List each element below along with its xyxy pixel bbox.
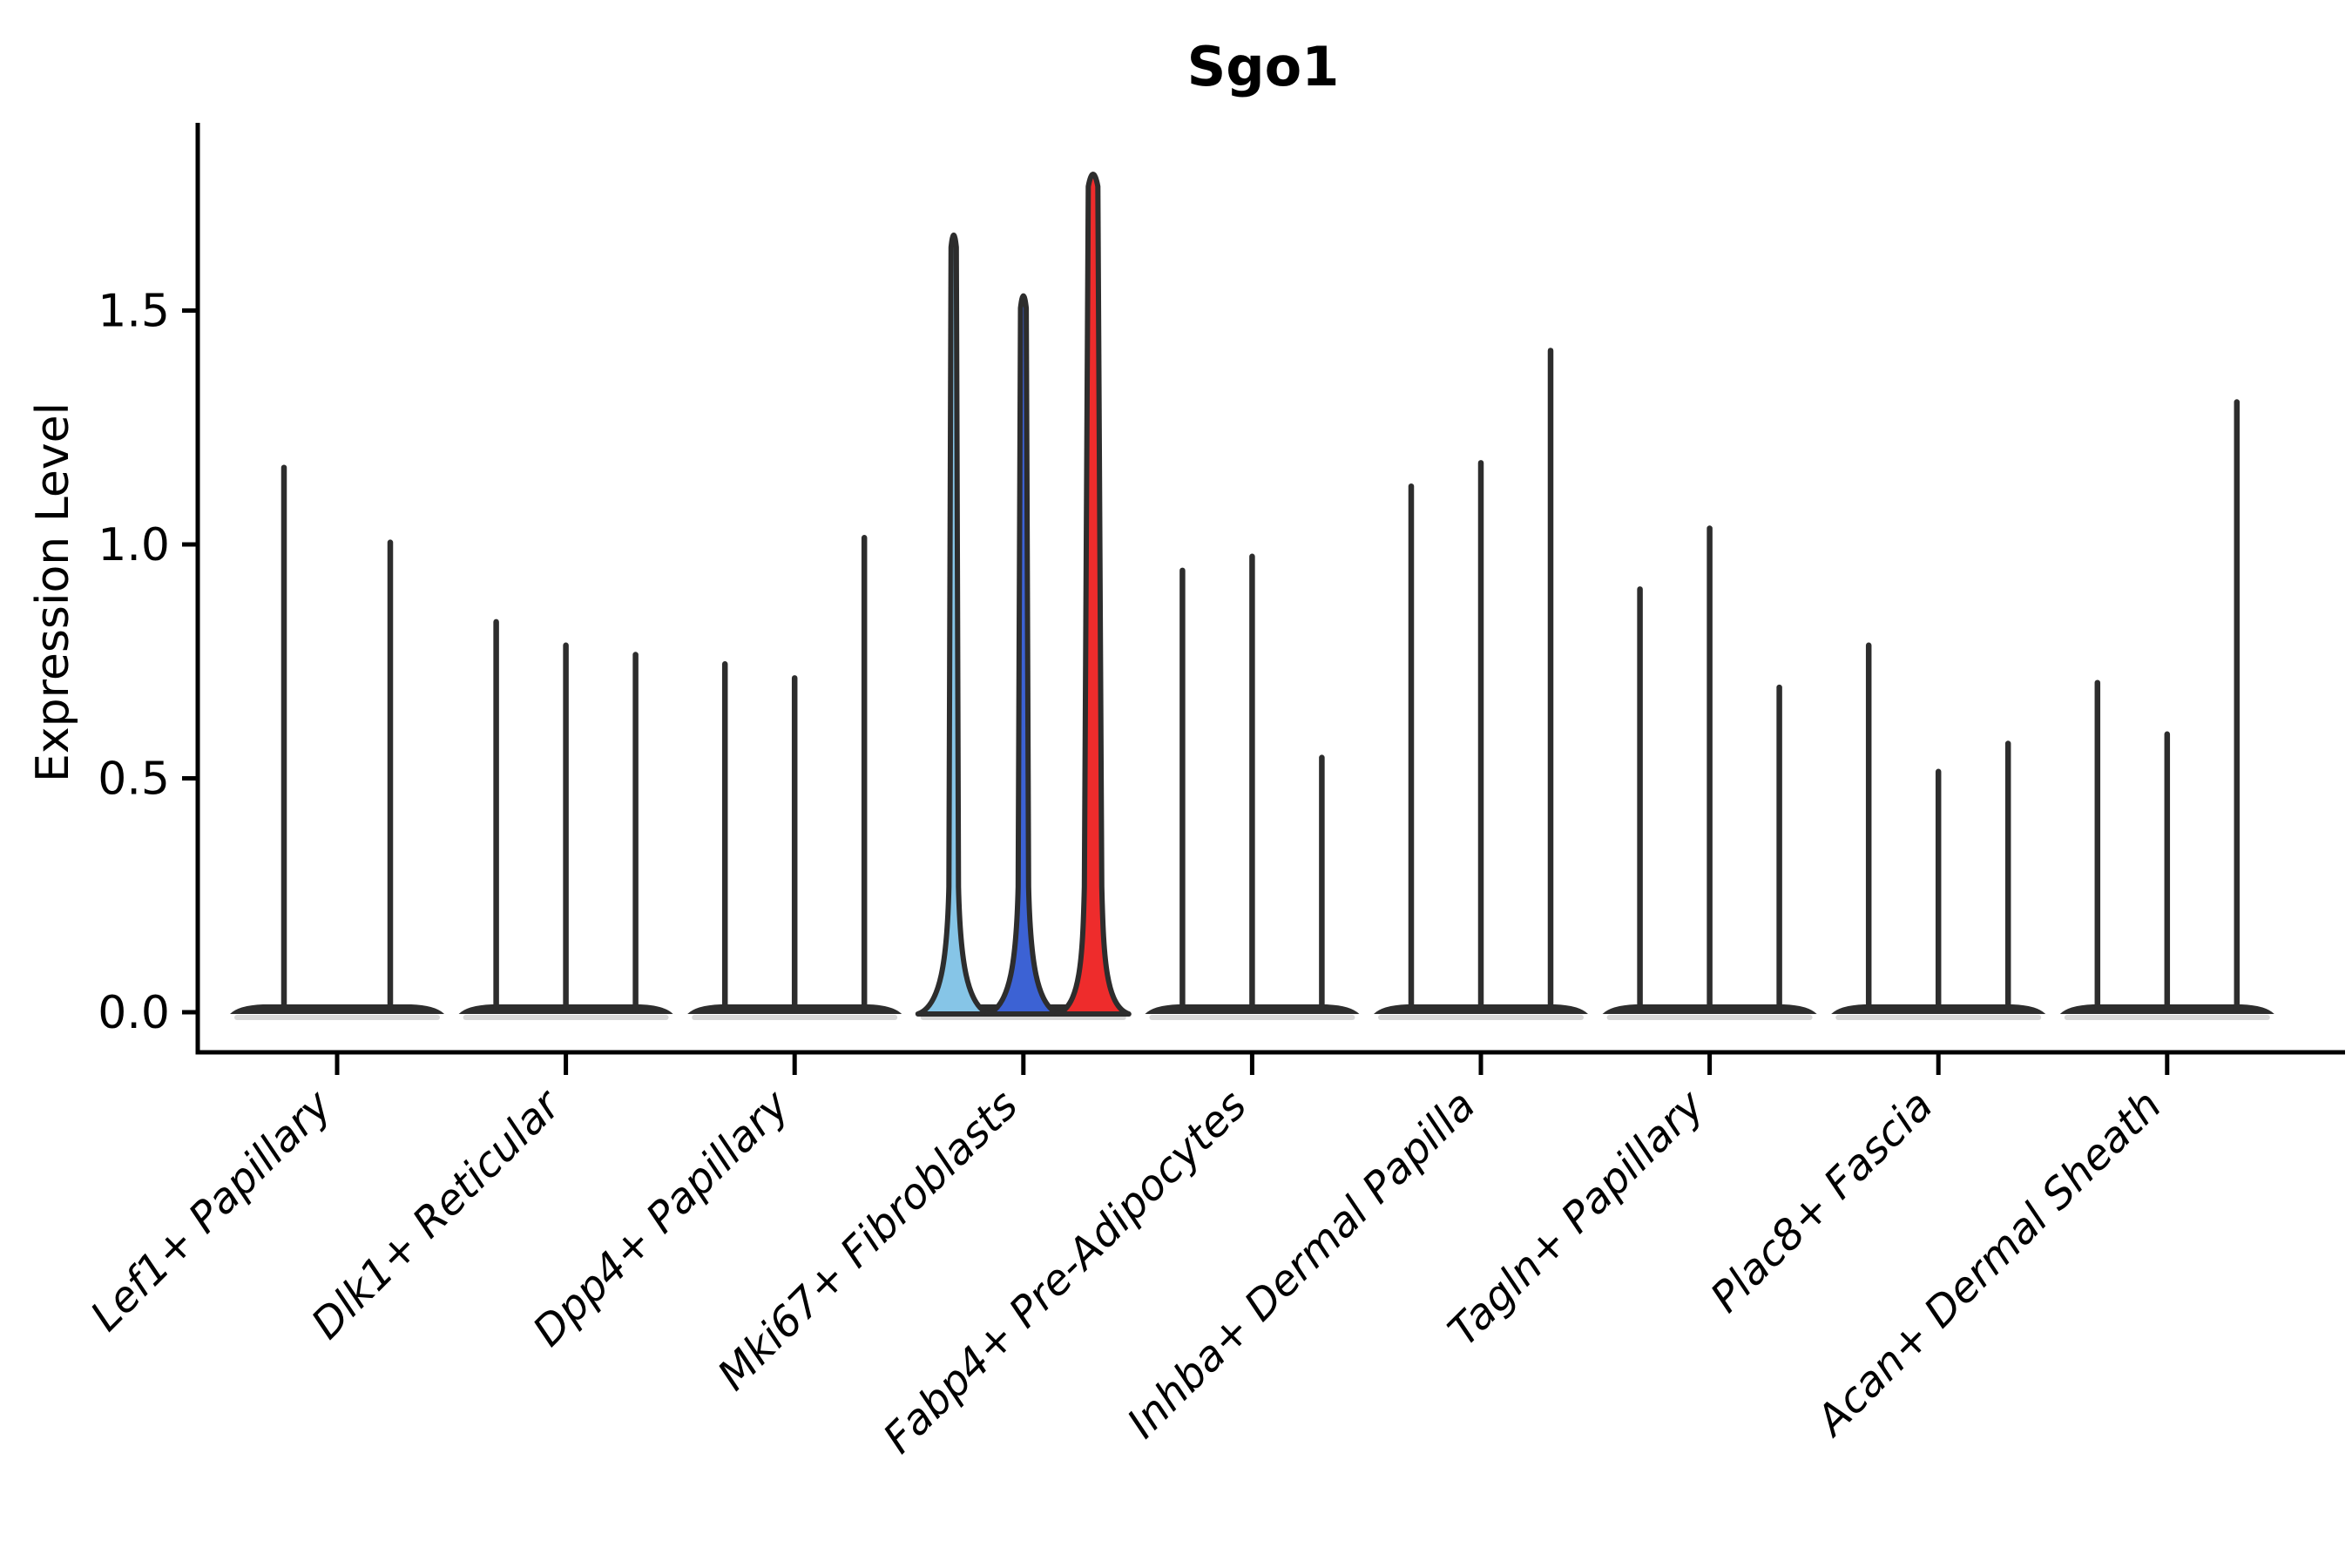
x-tick-label-6: Tagln+ Papillary (1439, 1080, 1714, 1355)
y-tick-label-0: 0.0 (98, 987, 170, 1039)
y-tick-label-3: 1.5 (98, 286, 170, 338)
x-tick-label-7: Plac8+ Fascia (1701, 1081, 1943, 1322)
chart-title: Sgo1 (1187, 35, 1340, 98)
y-tick-label-2: 1.0 (98, 519, 170, 571)
x-tick-label-4: Fabp4+ Pre-Adipocytes (874, 1081, 1256, 1463)
y-tick-label-1: 0.5 (98, 754, 170, 806)
violin-filled-3-1 (984, 293, 1062, 1017)
x-tick-label-0: Lef1+ Papillary (81, 1080, 341, 1341)
x-tick-label-2: Dpp4+ Papillary (524, 1080, 799, 1355)
x-tick-label-1: Dlk1+ Reticular (302, 1079, 572, 1349)
violin-filled-3-2 (1054, 172, 1132, 1017)
violin-base-strip (230, 1004, 444, 1014)
y-axis-label: Expression Level (27, 402, 79, 782)
violin-filled-3-0 (915, 232, 992, 1017)
